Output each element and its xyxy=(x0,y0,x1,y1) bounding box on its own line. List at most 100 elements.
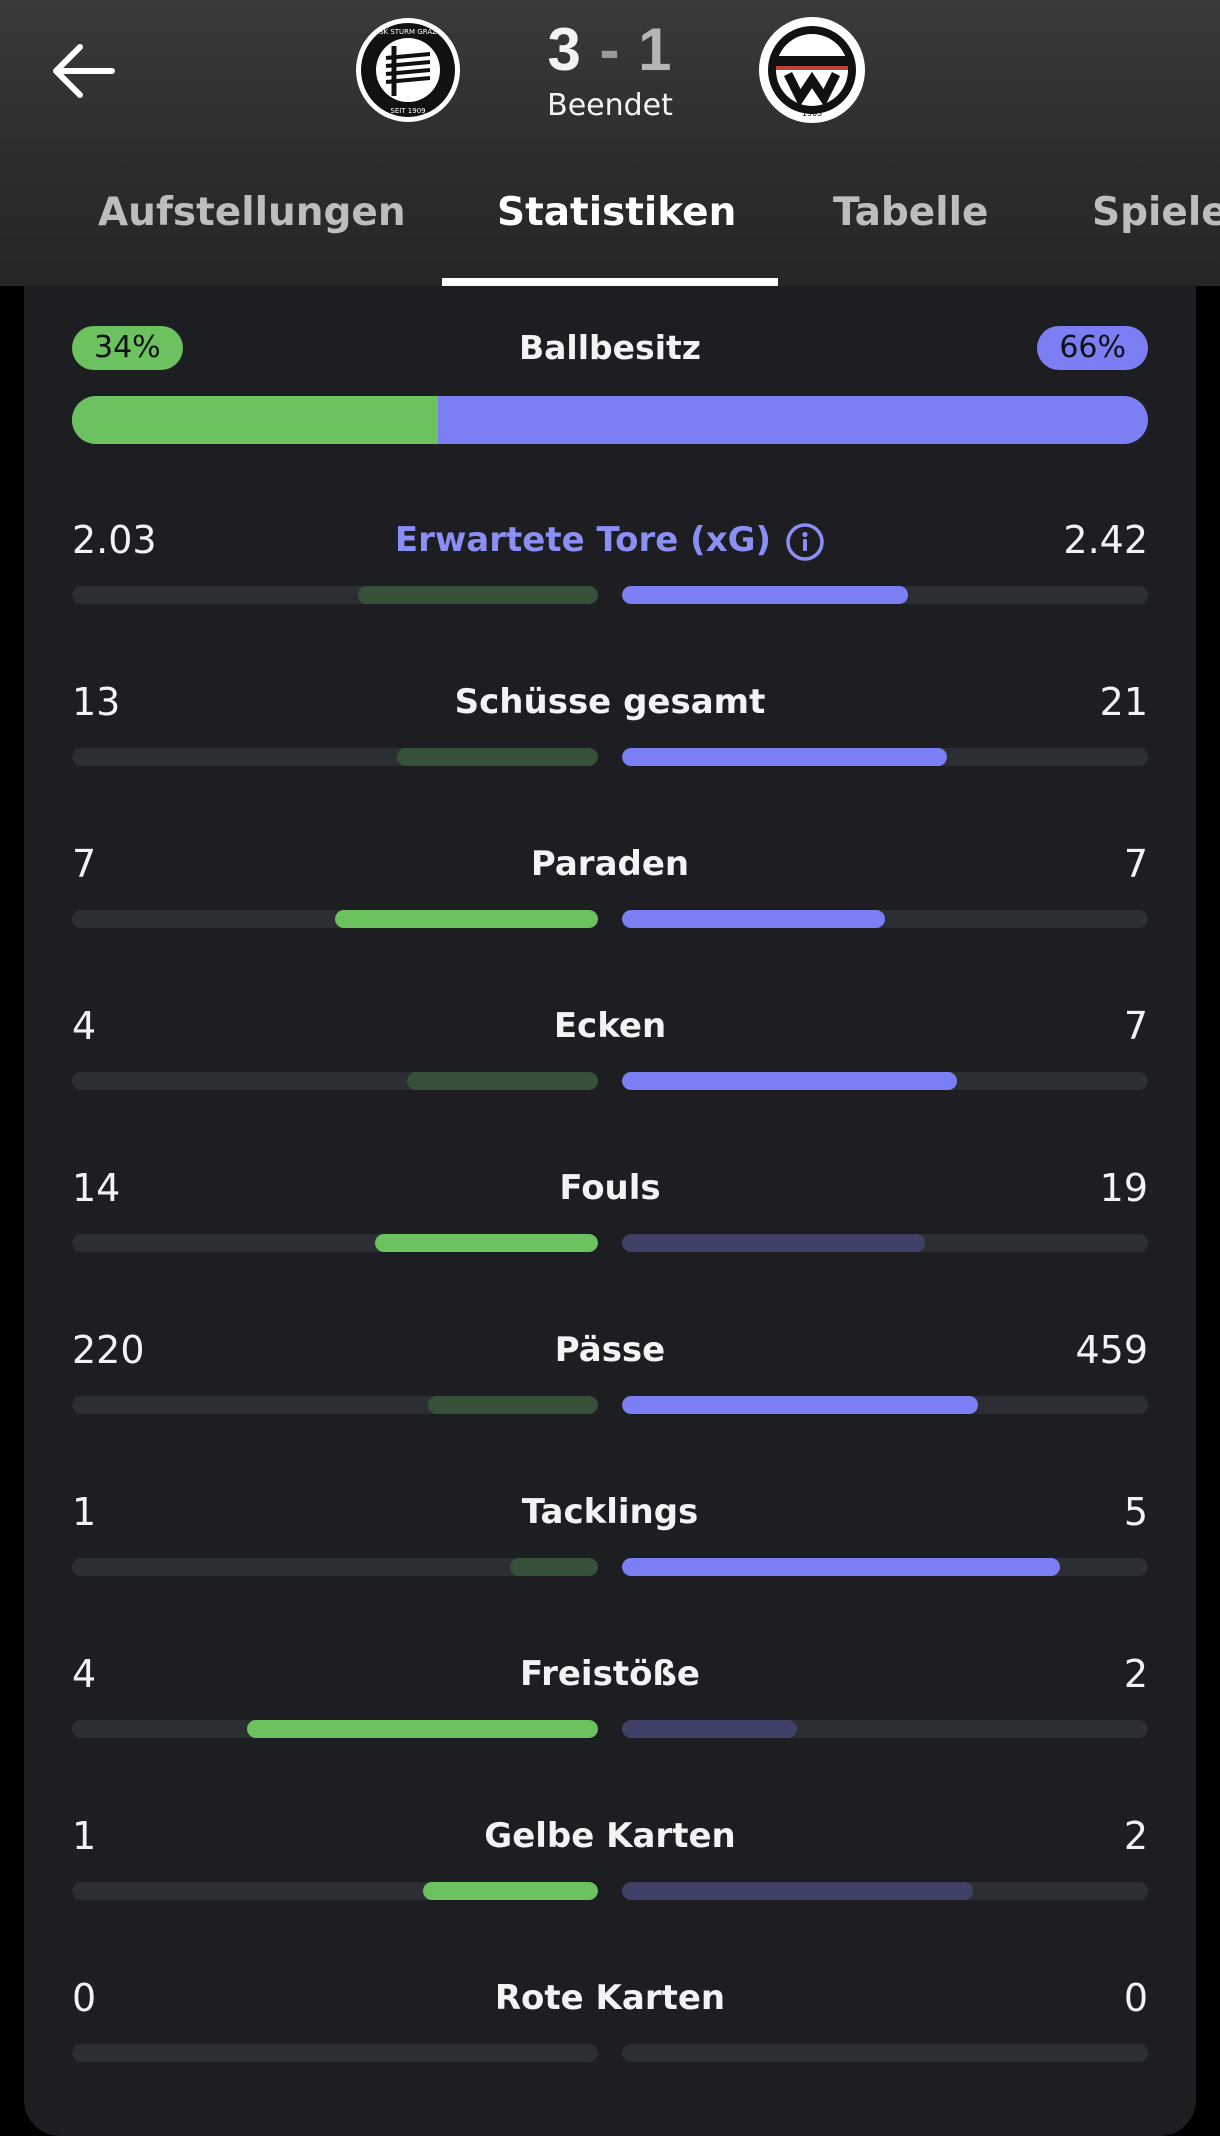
back-arrow-icon[interactable] xyxy=(48,38,120,104)
home-stat-value: 14 xyxy=(72,1166,121,1210)
stat-label-text: Gelbe Karten xyxy=(484,1816,736,1856)
stat-label[interactable]: Erwartete Tore (xG) xyxy=(72,516,1148,564)
away-stat-value: 5 xyxy=(1123,1490,1148,1534)
stat-label-text: Freistöße xyxy=(520,1654,700,1694)
home-stat-value: 2.03 xyxy=(72,518,157,562)
home-stat-value: 4 xyxy=(72,1652,97,1696)
home-stat-value: 4 xyxy=(72,1004,97,1048)
home-stat-bar-fill xyxy=(427,1396,598,1414)
match-header: SK STURM GRAZ SEIT 1909 3 - 1 Beendet 19… xyxy=(0,0,1220,286)
away-score: 1 xyxy=(638,16,673,83)
home-stat-bar xyxy=(72,1558,598,1576)
away-possession-badge: 66% xyxy=(1037,326,1148,370)
stat-label: Pässe xyxy=(72,1326,1148,1374)
tab-bar: Aufstellungen Statistiken Tabelle Spiele xyxy=(0,180,1220,286)
away-stat-bar xyxy=(622,1234,1148,1252)
away-stat-bar xyxy=(622,748,1148,766)
stat-label: Fouls xyxy=(72,1164,1148,1212)
home-score: 3 xyxy=(547,16,582,83)
home-stat-bar-fill xyxy=(358,586,598,604)
stat-row: 7 Paraden 7 xyxy=(72,840,1148,960)
home-possession-badge: 34% xyxy=(72,326,183,370)
away-stat-bar-fill xyxy=(622,586,909,604)
away-stat-bar xyxy=(622,1396,1148,1414)
home-logo-lettering: SK STURM GRAZ xyxy=(379,28,437,36)
stat-row: 1 Gelbe Karten 2 xyxy=(72,1812,1148,1932)
home-stat-bar xyxy=(72,1072,598,1090)
away-stat-bar xyxy=(622,1720,1148,1738)
home-stat-bar-fill xyxy=(335,910,598,928)
home-stat-value: 1 xyxy=(72,1490,97,1534)
home-stat-bar xyxy=(72,1234,598,1252)
stat-label-text: Pässe xyxy=(554,1330,666,1370)
stat-row: 4 Ecken 7 xyxy=(72,1002,1148,1122)
away-stat-value: 21 xyxy=(1099,680,1148,724)
stat-label-text: Ecken xyxy=(553,1006,667,1046)
possession-stat: 34% Ballbesitz 66% xyxy=(72,326,1148,446)
away-stat-bar-fill xyxy=(622,1396,978,1414)
stat-row: 13 Schüsse gesamt 21 xyxy=(72,678,1148,798)
home-stat-bar xyxy=(72,748,598,766)
away-stat-value: 7 xyxy=(1123,1004,1148,1048)
score-separator: - xyxy=(599,16,621,83)
tab-statistiken[interactable]: Statistiken xyxy=(497,190,737,235)
stat-label: Freistöße xyxy=(72,1650,1148,1698)
away-stat-bar xyxy=(622,2044,1148,2062)
home-stat-bar xyxy=(72,1882,598,1900)
home-team-logo[interactable]: SK STURM GRAZ SEIT 1909 xyxy=(354,16,462,124)
home-stat-value: 7 xyxy=(72,842,97,886)
home-stat-bar-fill xyxy=(406,1072,598,1090)
stat-row: 14 Fouls 19 xyxy=(72,1164,1148,1284)
away-stat-bar-fill xyxy=(622,1882,973,1900)
stat-row: 2.03 Erwartete Tore (xG) 2.42 xyxy=(72,516,1148,636)
statistics-card: 34% Ballbesitz 66% 2.03 Erwartete Tore (x… xyxy=(24,286,1196,2136)
tab-aufstellungen[interactable]: Aufstellungen xyxy=(98,190,406,235)
away-stat-value: 2.42 xyxy=(1063,518,1148,562)
stat-label: Schüsse gesamt xyxy=(72,678,1148,726)
stat-label: Rote Karten xyxy=(72,1974,1148,2022)
away-stat-value: 2 xyxy=(1123,1814,1148,1858)
svg-text:1905: 1905 xyxy=(802,109,822,118)
away-stat-bar-fill xyxy=(622,1234,925,1252)
stat-row: 4 Freistöße 2 xyxy=(72,1650,1148,1770)
away-stat-bar xyxy=(622,586,1148,604)
away-stat-bar-fill xyxy=(622,1558,1061,1576)
away-stat-value: 19 xyxy=(1099,1166,1148,1210)
away-stat-value: 0 xyxy=(1123,1976,1148,2020)
away-stat-bar xyxy=(622,1072,1148,1090)
away-stat-bar xyxy=(622,910,1148,928)
home-stat-bar-fill xyxy=(510,1558,598,1576)
away-stat-bar xyxy=(622,1558,1148,1576)
away-stat-value: 2 xyxy=(1123,1652,1148,1696)
home-stat-bar-fill xyxy=(374,1234,598,1252)
home-stat-value: 13 xyxy=(72,680,121,724)
stat-label: Tacklings xyxy=(72,1488,1148,1536)
away-team-logo[interactable]: 1905 xyxy=(758,16,866,124)
away-stat-bar xyxy=(622,1882,1148,1900)
stat-row: 220 Pässe 459 xyxy=(72,1326,1148,1446)
stat-label: Paraden xyxy=(72,840,1148,888)
home-stat-bar xyxy=(72,1396,598,1414)
home-stat-bar-fill xyxy=(397,748,598,766)
possession-bar-home-fill xyxy=(72,396,438,444)
away-stat-bar-fill xyxy=(622,1720,798,1738)
stat-label-text: Tacklings xyxy=(521,1492,699,1532)
home-stat-bar xyxy=(72,2044,598,2062)
possession-bar xyxy=(72,396,1148,444)
home-stat-bar xyxy=(72,910,598,928)
info-icon[interactable] xyxy=(785,522,825,562)
tab-tabelle[interactable]: Tabelle xyxy=(833,190,989,235)
home-stat-value: 220 xyxy=(72,1328,145,1372)
home-stat-bar-fill xyxy=(422,1882,598,1900)
stat-row: 1 Tacklings 5 xyxy=(72,1488,1148,1608)
stat-label-text: Fouls xyxy=(559,1168,661,1208)
home-stat-bar xyxy=(72,1720,598,1738)
stat-label-text: Schüsse gesamt xyxy=(454,682,766,722)
home-stat-bar-fill xyxy=(247,1720,598,1738)
home-stat-bar xyxy=(72,586,598,604)
stat-label-text: Rote Karten xyxy=(494,1978,726,2018)
active-tab-indicator xyxy=(442,278,778,286)
tab-spiele[interactable]: Spiele xyxy=(1092,190,1220,235)
match-status: Beendet xyxy=(547,88,673,123)
stat-label: Gelbe Karten xyxy=(72,1812,1148,1860)
